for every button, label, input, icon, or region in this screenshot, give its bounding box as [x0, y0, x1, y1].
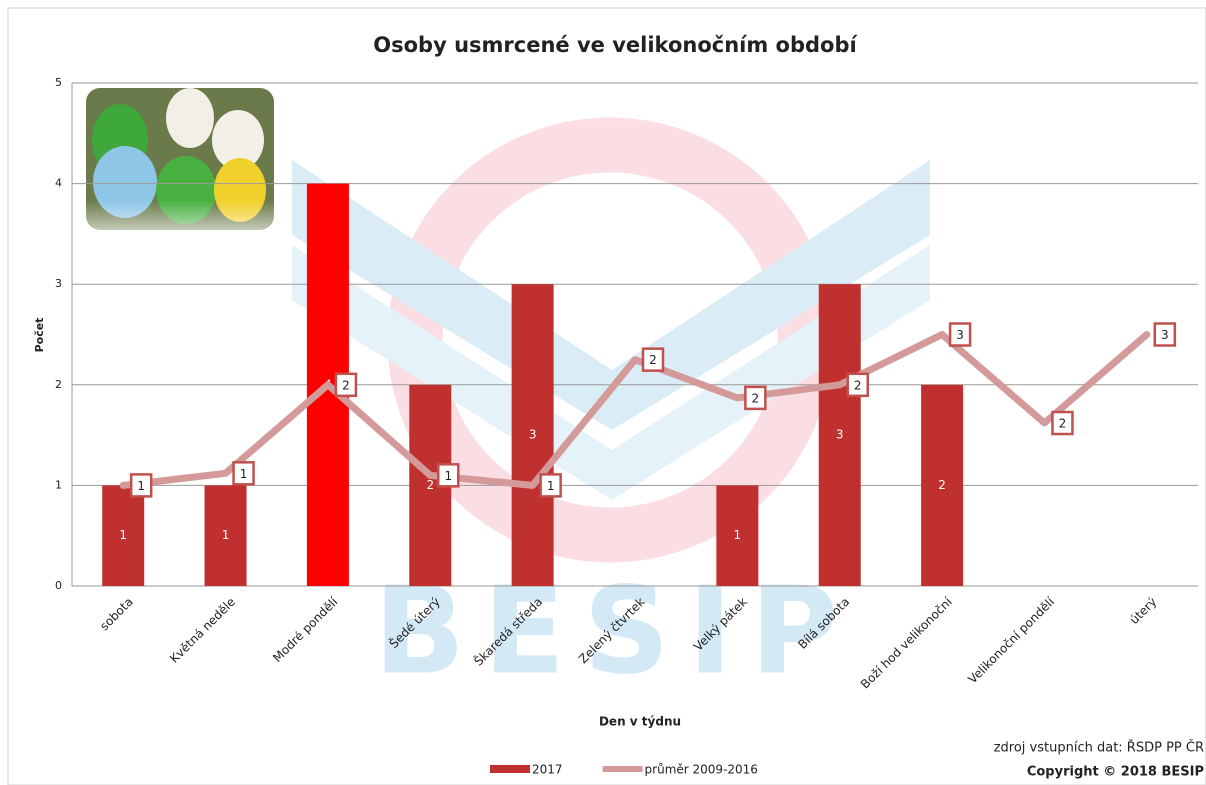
point-value-label: 1 [444, 469, 452, 483]
copyright: Copyright © 2018 BESIP [1027, 765, 1204, 780]
bar-value-label: 1 [119, 528, 127, 542]
bar-value-label: 1 [734, 528, 742, 542]
x-axis-title: Den v týdnu [599, 715, 681, 729]
y-tick-label: 0 [55, 579, 62, 592]
point-value-label: 2 [1059, 417, 1067, 431]
point-value-label: 1 [240, 467, 248, 481]
y-axis-title: Počet [33, 318, 46, 353]
point-value-label: 1 [547, 479, 555, 493]
y-tick-label: 5 [55, 76, 62, 89]
photo [86, 88, 274, 250]
chart-title: Osoby usmrcené ve velikonočním období [373, 33, 858, 57]
y-tick-label: 3 [55, 277, 62, 290]
point-value-label: 2 [752, 391, 760, 405]
point-value-label: 3 [1161, 328, 1169, 342]
photo-fade [86, 200, 274, 250]
legend-label: průměr 2009-2016 [645, 763, 758, 777]
point-value-label: 2 [342, 378, 350, 392]
legend-swatch [490, 765, 530, 773]
y-tick-label: 4 [55, 177, 62, 190]
y-tick-label: 1 [55, 478, 62, 491]
source-note: zdroj vstupních dat: ŘSDP PP ČR [994, 740, 1204, 756]
egg [166, 88, 214, 148]
bar-value-label: 1 [222, 528, 230, 542]
point-value-label: 2 [854, 378, 862, 392]
bar-value-label: 3 [529, 428, 537, 442]
bar-value-label: 3 [836, 428, 844, 442]
point-value-label: 3 [956, 328, 964, 342]
y-tick-label: 2 [55, 378, 62, 391]
bar-value-label: 2 [938, 478, 946, 492]
legend-label: 2017 [532, 763, 563, 777]
point-value-label: 2 [649, 353, 657, 367]
point-value-label: 1 [137, 479, 145, 493]
bar-value-label: 2 [426, 478, 434, 492]
chart: BESIP Osoby usmrcené ve velikonočním obd… [0, 0, 1206, 785]
